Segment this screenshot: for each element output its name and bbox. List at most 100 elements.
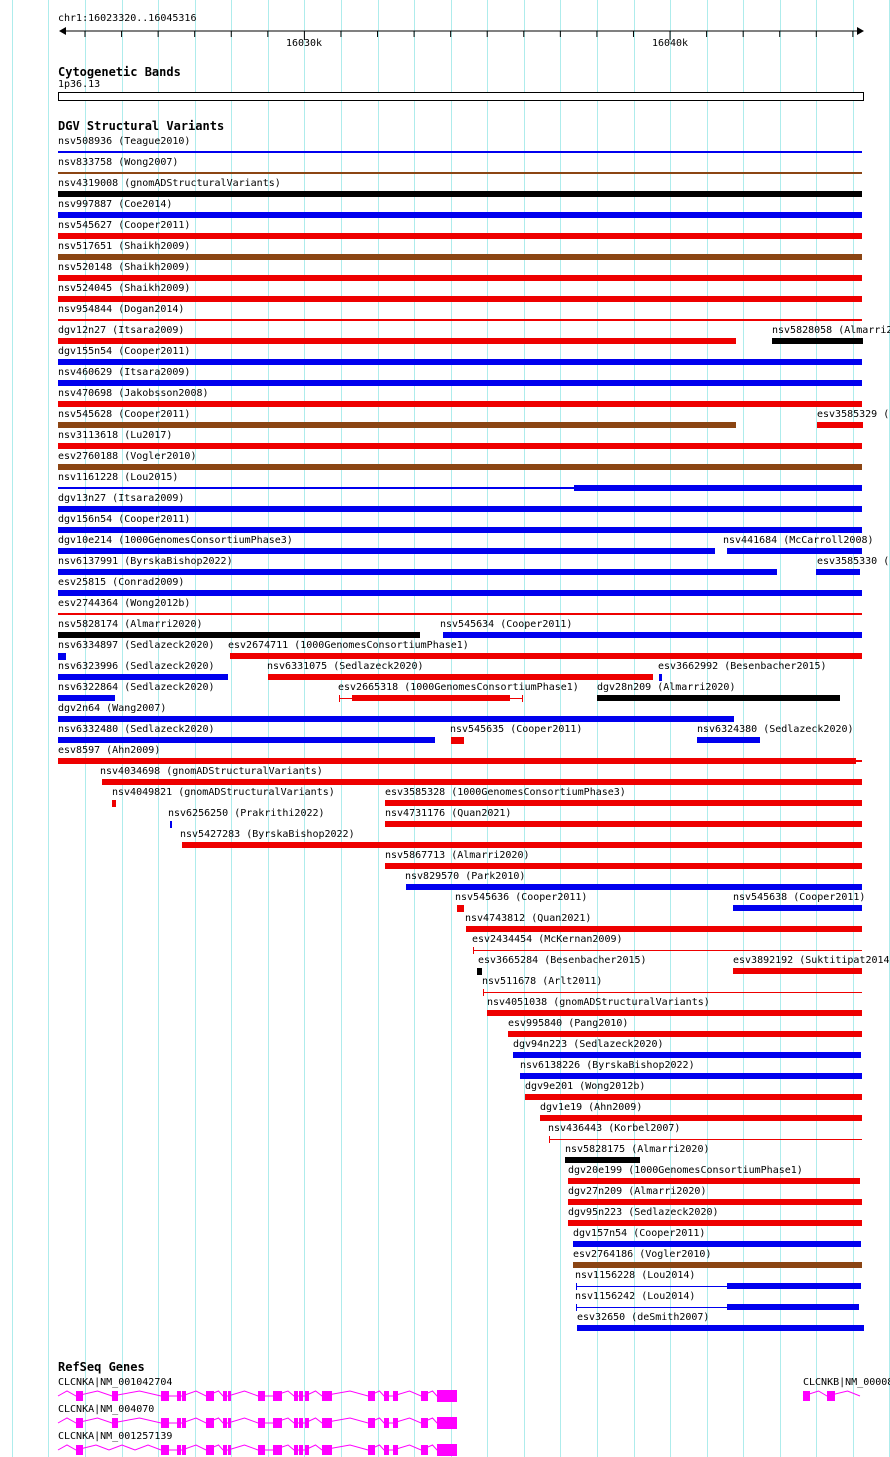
variant-bar[interactable]	[443, 632, 862, 638]
variant-bar[interactable]	[487, 1010, 862, 1016]
variant-bar[interactable]	[58, 632, 420, 638]
variant-bar[interactable]	[58, 758, 856, 764]
variant-bar[interactable]	[58, 380, 862, 386]
variant-bar[interactable]	[508, 1031, 862, 1037]
variant-bar[interactable]	[58, 464, 862, 470]
variant-point-marker[interactable]	[170, 821, 172, 828]
variant-bar[interactable]	[772, 338, 863, 344]
variant-span-line[interactable]	[576, 1286, 727, 1287]
variant-bar[interactable]	[520, 1073, 862, 1079]
variant-span-line[interactable]	[483, 992, 862, 993]
variant-bar[interactable]	[727, 1283, 861, 1289]
variant-bar[interactable]	[58, 233, 862, 239]
variant-bar[interactable]	[58, 296, 862, 302]
exon	[827, 1391, 835, 1401]
variant-label: nsv508936 (Teague2010)	[58, 136, 191, 147]
variant-label: esv3585328 (1000GenomesConsortiumPhase3)	[385, 787, 626, 798]
variant-bar[interactable]	[58, 506, 862, 512]
variant-bar[interactable]	[525, 1094, 862, 1100]
variant-thin-bar[interactable]	[58, 319, 862, 321]
variant-bar[interactable]	[230, 653, 862, 659]
variant-bar[interactable]	[568, 1220, 862, 1226]
exon	[161, 1445, 169, 1455]
variant-bar[interactable]	[816, 569, 860, 575]
variant-bar[interactable]	[697, 737, 760, 743]
variant-label: nsv5867713 (Almarri2020)	[385, 850, 530, 861]
variant-thin-bar[interactable]	[58, 151, 862, 153]
variant-bar[interactable]	[58, 254, 862, 260]
exon	[393, 1445, 398, 1455]
variant-bar[interactable]	[385, 821, 862, 827]
variant-bar[interactable]	[727, 548, 862, 554]
exon	[228, 1445, 231, 1455]
variant-bar[interactable]	[58, 359, 862, 365]
variant-thin-bar[interactable]	[58, 487, 574, 489]
variant-bar[interactable]	[573, 1262, 862, 1268]
variant-bar[interactable]	[513, 1052, 861, 1058]
exon	[384, 1445, 389, 1455]
variant-bar[interactable]	[733, 968, 862, 974]
gene-model[interactable]	[57, 1416, 460, 1430]
variant-bar[interactable]	[727, 1304, 859, 1310]
variant-bar[interactable]	[58, 716, 734, 722]
variant-bar[interactable]	[58, 695, 115, 701]
variant-bar[interactable]	[58, 674, 228, 680]
variant-label: nsv5828175 (Almarri2020)	[565, 1144, 710, 1155]
variant-bar[interactable]	[58, 338, 736, 344]
variant-point-marker[interactable]	[477, 968, 482, 975]
variant-bar[interactable]	[385, 800, 862, 806]
variant-thin-bar[interactable]	[58, 172, 862, 174]
variant-bar[interactable]	[58, 527, 862, 533]
variant-bar[interactable]	[568, 1178, 860, 1184]
variant-bar[interactable]	[102, 779, 862, 785]
variant-bar[interactable]	[58, 422, 736, 428]
variant-point-marker[interactable]	[451, 737, 464, 744]
grid-line	[523, 0, 525, 1457]
variant-bar[interactable]	[540, 1115, 862, 1121]
variant-bar[interactable]	[58, 737, 435, 743]
variant-point-marker[interactable]	[112, 800, 116, 807]
variant-bar[interactable]	[58, 569, 777, 575]
variant-span-line[interactable]	[576, 1307, 727, 1308]
variant-label: nsv524045 (Shaikh2009)	[58, 283, 191, 294]
variant-bar[interactable]	[565, 1157, 640, 1163]
gene-model[interactable]	[802, 1389, 863, 1403]
exon	[223, 1391, 227, 1401]
variant-bar[interactable]	[597, 695, 840, 701]
gene-model[interactable]	[57, 1389, 460, 1403]
variant-bar[interactable]	[58, 275, 862, 281]
variant-span-line[interactable]	[473, 950, 862, 951]
variant-point-marker[interactable]	[457, 905, 464, 912]
variant-bar[interactable]	[58, 590, 862, 596]
variant-thin-bar[interactable]	[58, 613, 862, 615]
variant-bar[interactable]	[406, 884, 862, 890]
cytoband-bar[interactable]	[58, 92, 864, 101]
variant-bar[interactable]	[574, 485, 862, 491]
variant-bar[interactable]	[58, 212, 862, 218]
variant-label: nsv441684 (McCarroll2008)	[723, 535, 874, 546]
exon	[294, 1418, 298, 1428]
variant-bar[interactable]	[466, 926, 862, 932]
variant-bar[interactable]	[182, 842, 862, 848]
variant-thin-bar[interactable]	[856, 760, 862, 762]
variant-bar[interactable]	[817, 422, 863, 428]
variant-bar[interactable]	[568, 1199, 862, 1205]
variant-bar[interactable]	[573, 1241, 861, 1247]
variant-point-marker[interactable]	[58, 653, 66, 660]
variant-bar[interactable]	[268, 674, 653, 680]
variant-bar[interactable]	[58, 548, 715, 554]
variant-bar[interactable]	[352, 695, 510, 701]
variant-bar[interactable]	[733, 905, 862, 911]
grid-line	[194, 0, 196, 1457]
variant-bar[interactable]	[577, 1325, 864, 1331]
variant-bar[interactable]	[58, 401, 862, 407]
section-title-dgv: DGV Structural Variants	[58, 119, 225, 133]
gene-model[interactable]	[57, 1443, 460, 1457]
variant-bar[interactable]	[58, 191, 862, 197]
grid-line	[267, 0, 269, 1457]
cytoband-label: 1p36.13	[58, 79, 101, 90]
variant-bar[interactable]	[385, 863, 862, 869]
variant-span-line[interactable]	[549, 1139, 862, 1140]
variant-point-marker[interactable]	[659, 674, 662, 681]
variant-bar[interactable]	[58, 443, 862, 449]
